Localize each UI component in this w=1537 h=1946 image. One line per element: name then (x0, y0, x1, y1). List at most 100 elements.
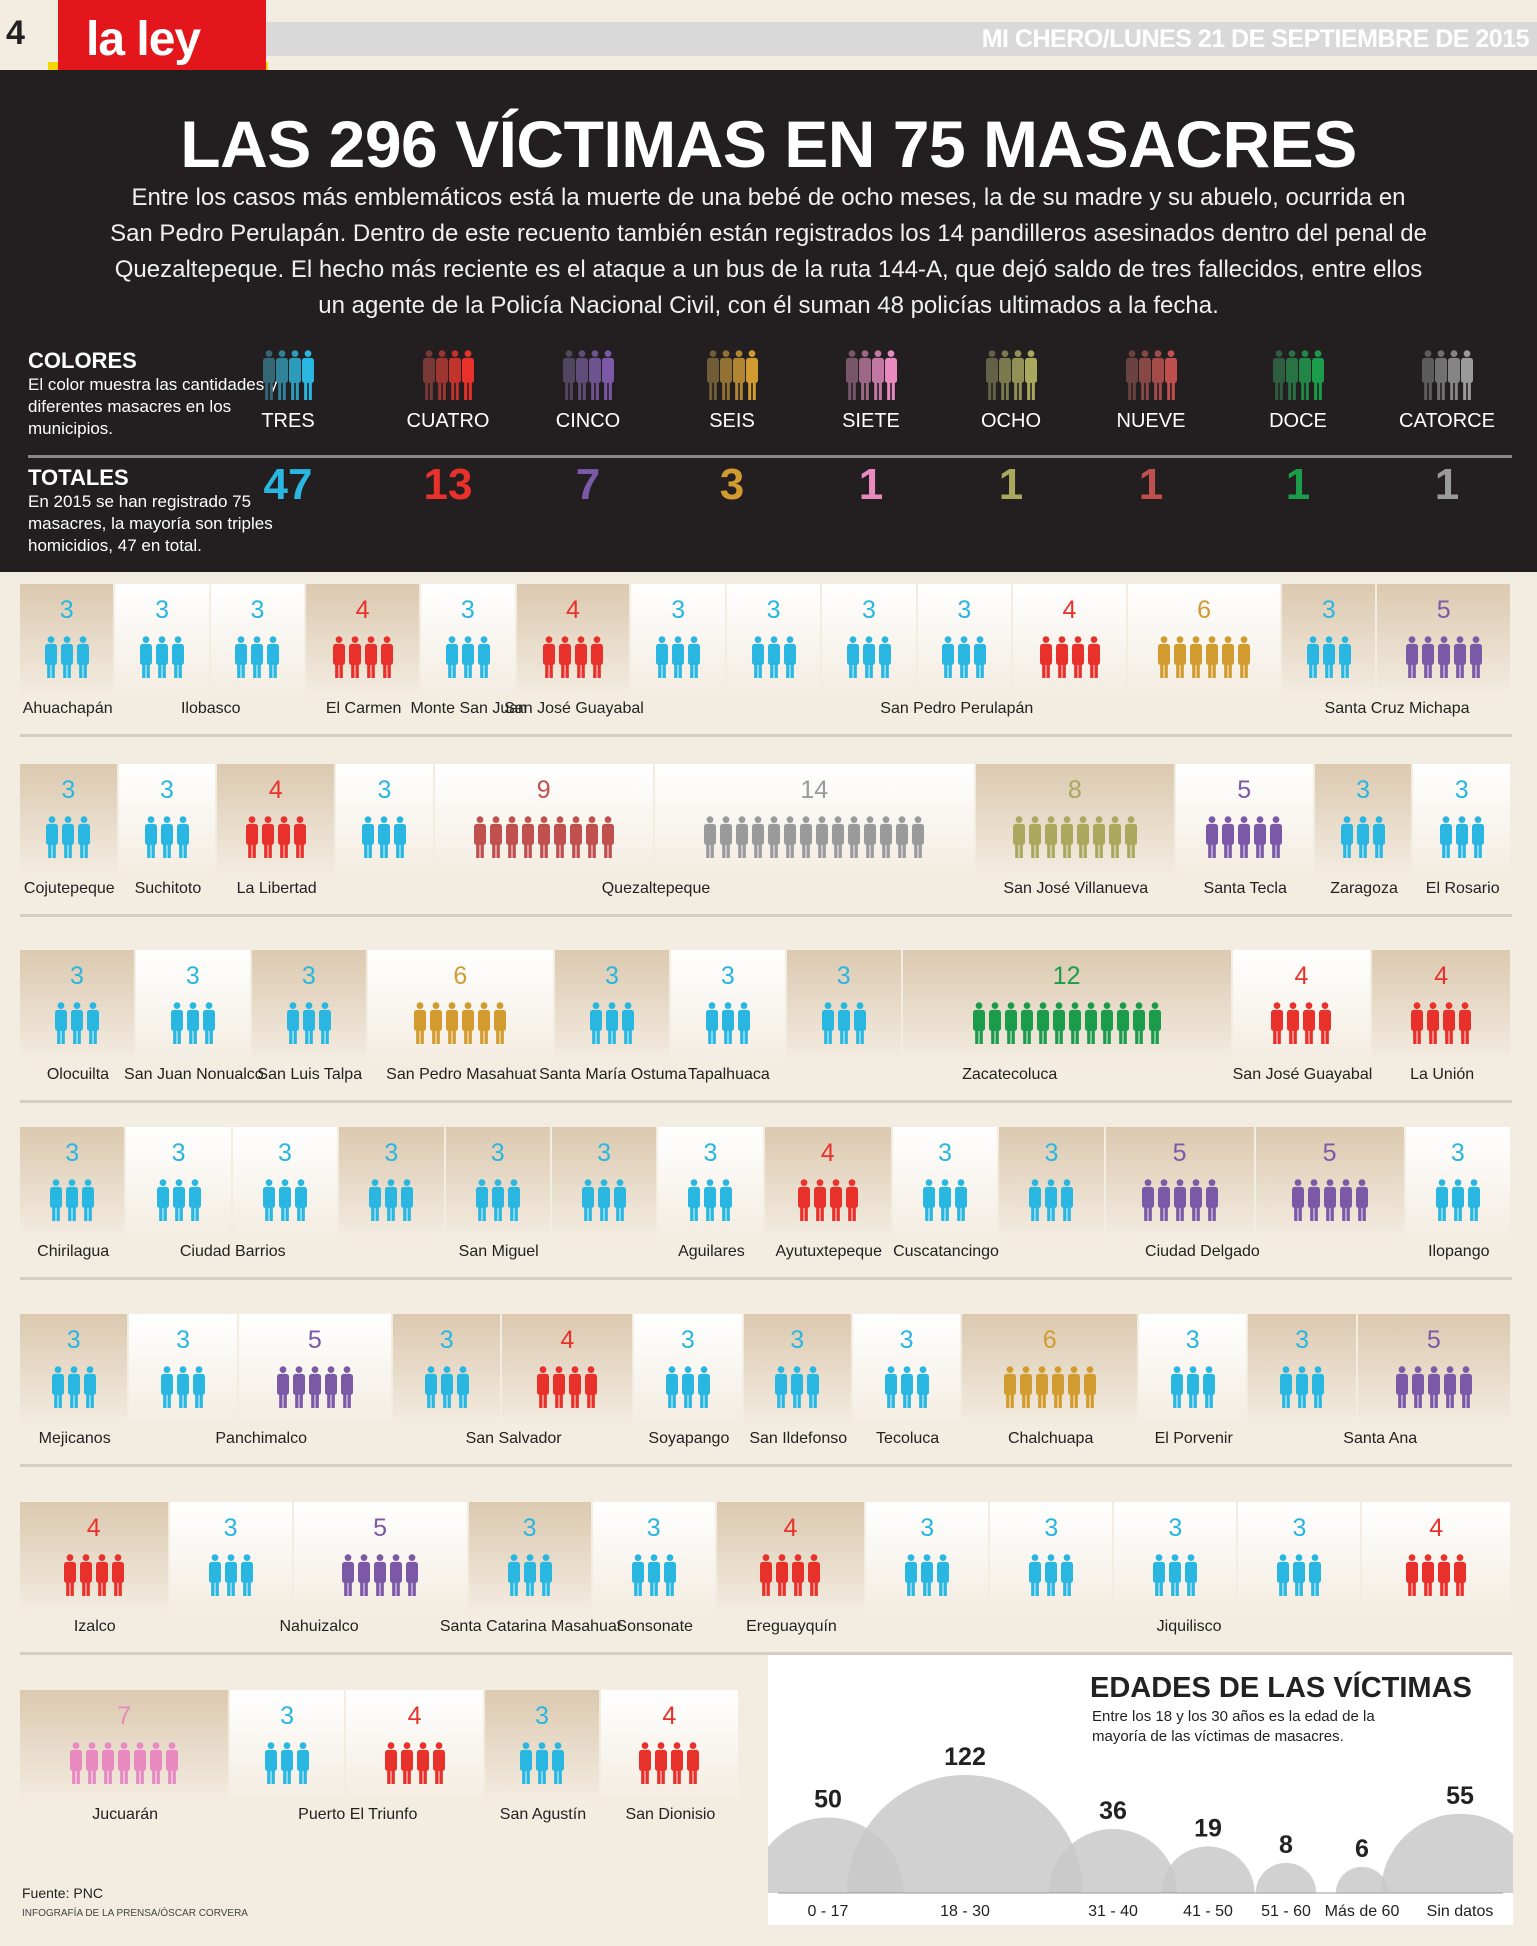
legend-label: CINCO (555, 410, 621, 432)
massacre-cell: 3 (115, 584, 209, 707)
municipio-label: Monte San Juan (410, 700, 528, 717)
people-icon (537, 1366, 598, 1437)
municipio-label: Santa Cruz Michapa (1324, 700, 1470, 717)
victim-count: 4 (820, 1139, 835, 1167)
massacre-cell: 3 (20, 584, 114, 707)
municipio-label: Zacatecoluca (962, 1066, 1058, 1083)
people-icon (332, 636, 393, 707)
municipio-label: Olocuilta (46, 1066, 110, 1083)
victim-count: 3 (61, 776, 76, 804)
victim-count: 3 (185, 962, 200, 990)
municipio-label: El Porvenir (1154, 1430, 1233, 1447)
people-icon (706, 350, 758, 400)
massacre-cell: 3 (822, 584, 916, 707)
victim-count: 5 (307, 1326, 322, 1354)
section-name: la ley (86, 13, 201, 66)
legend-label: SIETE (842, 410, 900, 432)
massacre-cell: 4 (20, 1502, 168, 1625)
legend-total-cinco: 7 (575, 460, 601, 509)
people-icon (923, 1179, 968, 1250)
people-icon (884, 1366, 929, 1437)
victim-count: 4 (1062, 596, 1077, 624)
victim-count: 4 (1434, 962, 1449, 990)
massacre-cell: 3 (210, 584, 305, 707)
massacre-cell: 3 (631, 584, 725, 707)
grid-row: 3 3 3 6 3 3 3 12 4 4 Olocuilta San Juan Nonualco San… (20, 950, 1512, 1100)
massacre-cell: 5 (238, 1314, 391, 1437)
people-icon (1277, 1554, 1322, 1625)
municipio-label: Tecoluca (876, 1430, 940, 1447)
victim-count: 3 (938, 1139, 952, 1167)
massacre-cell: 4 (306, 584, 420, 707)
row-divider (20, 1277, 1512, 1280)
people-icon (1435, 1179, 1480, 1250)
massacre-cell: 3 (468, 1502, 591, 1625)
grid-row: 4 3 5 3 3 4 3 3 3 3 4 Izalco Nahuizalco Santa Catarin… (20, 1502, 1512, 1652)
massacre-cell: 3 (20, 950, 134, 1073)
legend-total-cuatro: 13 (423, 460, 473, 509)
victim-count: 3 (277, 1139, 292, 1167)
massacre-cell: 6 (367, 950, 553, 1073)
victim-count: 3 (604, 962, 619, 990)
people-icon (1158, 636, 1251, 707)
victim-count: 3 (1168, 1514, 1183, 1542)
source-note: Fuente: PNC (22, 1885, 103, 1901)
massacre-cell: 3 (135, 950, 250, 1073)
massacre-cell: 3 (118, 764, 216, 887)
massacre-cell: 3 (126, 1127, 231, 1250)
massacre-cell: 4 (716, 1502, 865, 1625)
legend-item-siete: SIETE (811, 350, 931, 433)
victim-count: 5 (1237, 776, 1252, 804)
massacre-cell: 3 (230, 1690, 344, 1813)
ages-bubble-chart: 50 0 - 17 122 18 - 30 36 31 - 40 19 41 - 50 8 51 … (752, 1743, 1537, 1920)
people-icon (473, 816, 614, 887)
people-icon (63, 1554, 124, 1625)
grid-row: 3 3 3 4 3 4 3 3 3 3 4 6 3 5 Ahuachapán Ilobasco El Carme… (20, 584, 1512, 734)
people-icon (44, 636, 89, 707)
victim-count: 3 (460, 596, 475, 624)
legend-total-seis: 3 (719, 460, 745, 509)
people-icon (1406, 1554, 1467, 1625)
legend-total-ocho: 1 (998, 460, 1024, 509)
massacre-cell: 3 (1114, 1502, 1237, 1625)
massacre-cell: 3 (129, 1314, 237, 1437)
massacre-cell: 5 (1377, 584, 1510, 707)
people-icon (704, 816, 925, 887)
massacre-cell: 3 (169, 1502, 292, 1625)
massacre-cell: 3 (339, 1127, 444, 1250)
victim-count: 6 (1042, 1326, 1057, 1354)
municipio-label: San Pedro Perulapán (880, 700, 1034, 717)
municipio-label: Ciudad Barrios (179, 1243, 286, 1260)
row-divider (20, 1464, 1512, 1467)
people-icon (235, 636, 280, 707)
people-icon (286, 1002, 331, 1073)
people-icon (262, 350, 314, 400)
people-icon (161, 1366, 206, 1437)
age-bubble (1335, 1866, 1389, 1893)
municipio-label: Soyapango (648, 1430, 730, 1447)
massacre-cell: 3 (554, 950, 669, 1073)
age-category-label: Sin datos (1427, 1903, 1494, 1920)
victim-count: 3 (1454, 776, 1469, 804)
massacre-cell: 3 (421, 584, 515, 707)
grid-row: 3 3 3 3 3 3 3 4 3 3 5 5 3 Chirilagua Ciudad Barrios San… (20, 1127, 1512, 1277)
page-title: LAS 296 VÍCTIMAS EN 75 MASACRES (180, 107, 1357, 181)
victim-count: 3 (1321, 596, 1336, 624)
people-icon (1153, 1554, 1198, 1625)
legend-label: SEIS (709, 410, 755, 432)
massacre-cell: 3 (726, 584, 821, 707)
massacre-cell: 3 (445, 1127, 550, 1250)
victim-count: 3 (1450, 1139, 1465, 1167)
legend-label: CATORCE (1399, 410, 1495, 432)
victim-count: 3 (301, 962, 316, 990)
credit-note: INFOGRAFÍA DE LA PRENSA/ÓSCAR CORVERA (22, 1908, 248, 1919)
row-divider (20, 914, 1512, 917)
people-icon (140, 636, 185, 707)
massacre-cell: 3 (1238, 1502, 1361, 1625)
totales-text: En 2015 se han registrado 75 masacres, l… (28, 492, 273, 555)
municipio-label: Nahuizalco (279, 1618, 359, 1635)
victim-count: 3 (384, 1139, 399, 1167)
victim-count: 4 (1429, 1514, 1444, 1542)
people-icon (1206, 816, 1283, 887)
massacre-cell: 3 (999, 1127, 1104, 1250)
